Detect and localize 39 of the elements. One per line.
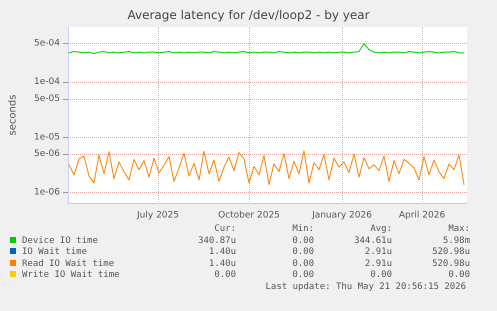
text: 0.00 bbox=[291, 258, 314, 270]
text: 2.91u bbox=[364, 247, 392, 258]
text: 0.00 bbox=[291, 270, 314, 282]
text: Last update: Thu May 21 20:56:15 2026 bbox=[266, 282, 466, 292]
x-tick-label: January 2026 bbox=[311, 210, 372, 220]
text: Cur: bbox=[213, 224, 236, 236]
text: 0.00 bbox=[291, 247, 314, 258]
x-tick-label: October 2025 bbox=[218, 210, 280, 220]
text: 0.00 bbox=[213, 270, 236, 282]
text: 520.98u bbox=[431, 247, 470, 258]
x-tick-label: April 2026 bbox=[398, 210, 446, 220]
legend-label: IO Wait time bbox=[21, 247, 88, 258]
legend-label: Read IO Wait time bbox=[21, 258, 116, 270]
text: Min: bbox=[291, 224, 314, 236]
chart-title: Average latency for /dev/loop2 - by year bbox=[127, 8, 370, 22]
y-tick-label: 1e-04 bbox=[34, 77, 60, 88]
y-tick-label: 5e-06 bbox=[34, 149, 60, 160]
text: 344.61u bbox=[353, 236, 392, 247]
legend-label: Write IO Wait time bbox=[21, 270, 121, 282]
y-tick-label: 1e-06 bbox=[34, 188, 60, 198]
text: 520.98u bbox=[431, 258, 470, 270]
y-tick-label: 1e-05 bbox=[34, 132, 60, 142]
text: 2.91u bbox=[364, 258, 392, 270]
text: Avg: bbox=[369, 224, 392, 236]
text: 1.40u bbox=[208, 258, 236, 270]
y-tick-label: 5e-05 bbox=[34, 94, 60, 104]
x-tick-label: July 2025 bbox=[136, 210, 179, 220]
y-tick-label: 5e-04 bbox=[34, 38, 60, 49]
text: Max: bbox=[447, 224, 470, 236]
text: 340.87u bbox=[197, 236, 236, 247]
text: 5.98m bbox=[442, 236, 470, 247]
text: 0.00 bbox=[447, 270, 470, 282]
line-series bbox=[68, 150, 464, 186]
line-series bbox=[68, 43, 464, 54]
y-axis-title: seconds bbox=[8, 94, 18, 136]
text: 0.00 bbox=[291, 236, 314, 247]
legend-label: Device IO time bbox=[21, 236, 99, 247]
text: 0.00 bbox=[369, 270, 392, 282]
text: 1.40u bbox=[208, 247, 236, 258]
